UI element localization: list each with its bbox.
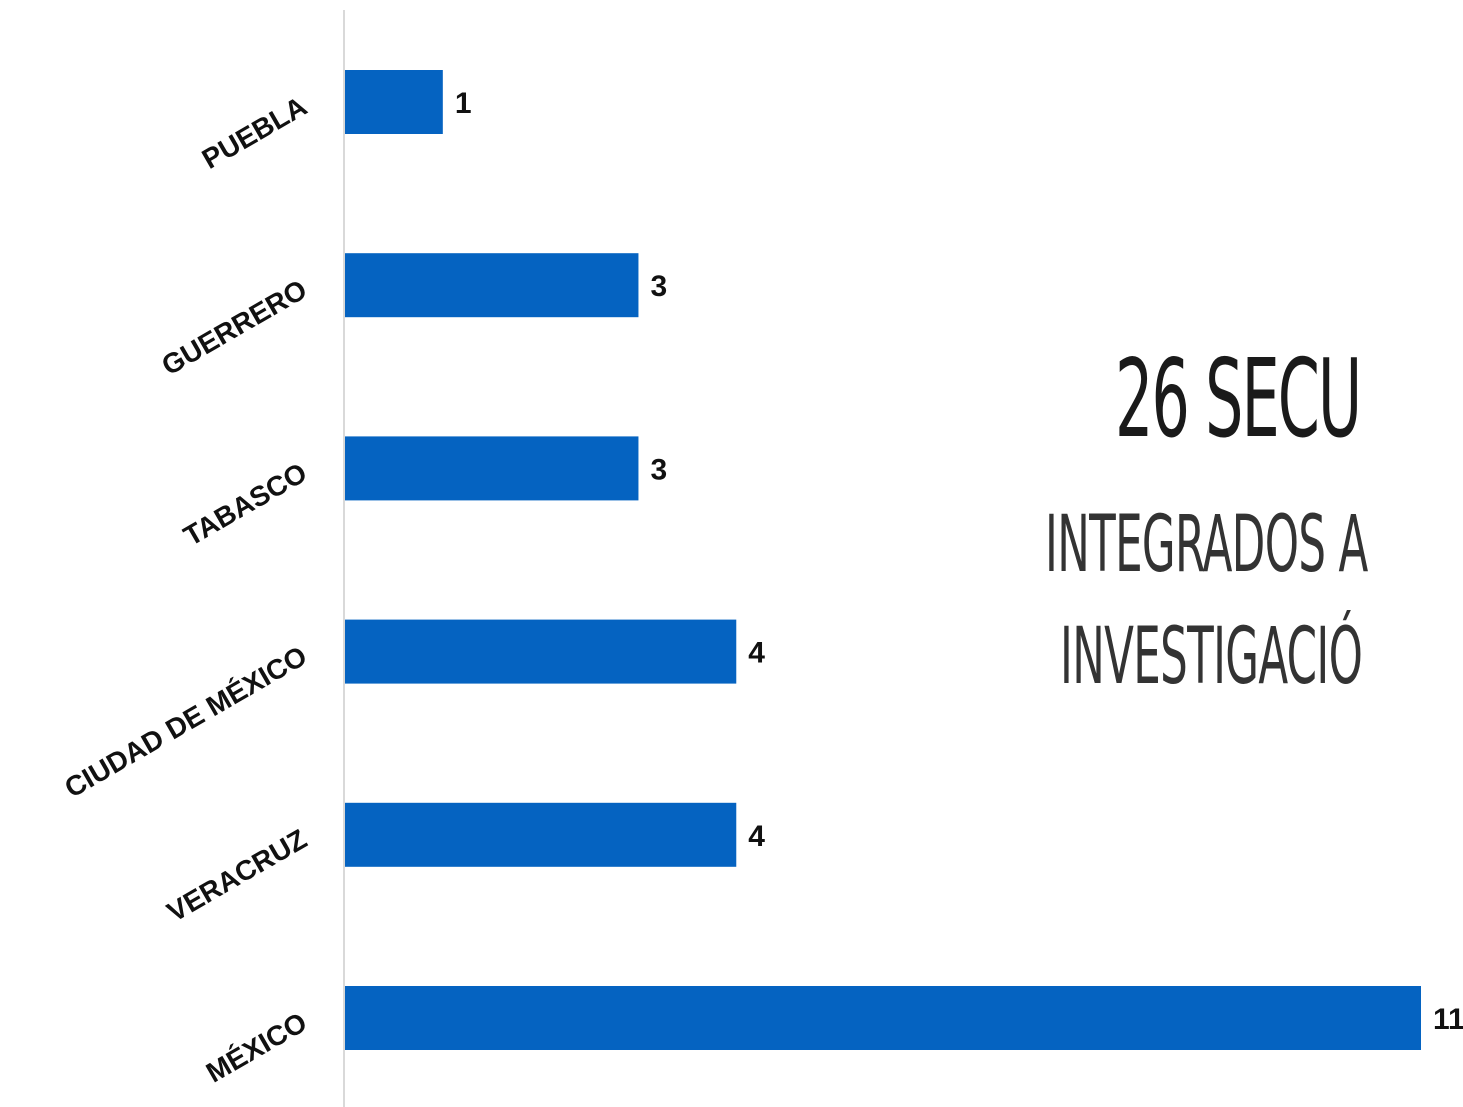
category-label-2: TABASCO [178,457,312,552]
category-label-5: MÉXICO [201,1006,312,1088]
bar-4 [345,802,737,867]
bar-3 [345,619,737,684]
data-label-2: 3 [650,453,667,486]
category-label-4: VERACRUZ [162,823,312,928]
category-label-1: GUERRERO [156,274,312,382]
data-label-5: 11 [1433,1003,1463,1036]
bar-5 [345,986,1421,1050]
category-label-0: PUEBLA [197,90,312,174]
bar-2 [345,436,639,501]
data-label-3: 4 [748,637,765,670]
subline-text-2: INVESTIGACIÓ [1060,612,1363,702]
headline-text: 26 SECU [1115,337,1362,462]
category-label-3: CIUDAD DE MÉXICO [59,640,312,804]
subline-text-1: INTEGRADOS A [1045,500,1368,590]
bar-0 [345,70,443,134]
bar-1 [345,253,639,318]
data-label-4: 4 [748,820,765,853]
data-label-1: 3 [650,270,667,303]
data-label-0: 1 [455,87,472,120]
